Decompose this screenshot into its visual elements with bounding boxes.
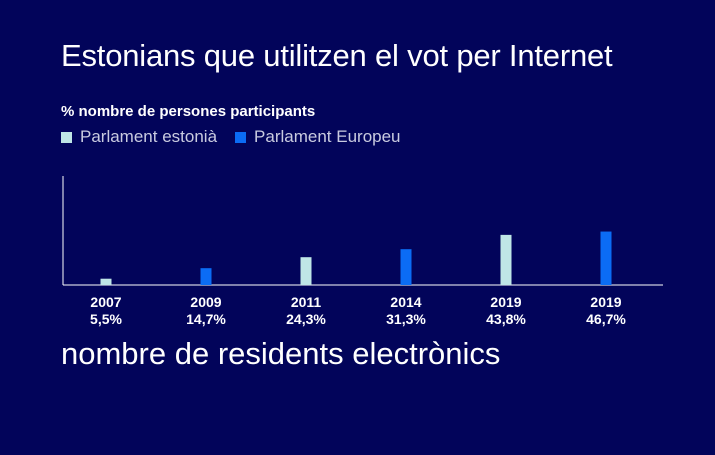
legend-item-european: Parlament Europeu xyxy=(235,127,401,147)
bar-4 xyxy=(500,234,512,285)
x-tick-label-1: 2009 xyxy=(190,294,221,310)
legend: Parlament estonià Parlament Europeu xyxy=(61,127,419,147)
x-tick-label-4: 2019 xyxy=(490,294,521,310)
value-label-0: 5,5% xyxy=(90,311,122,327)
value-label-2: 24,3% xyxy=(286,311,326,327)
bar-3 xyxy=(400,249,412,285)
value-label-3: 31,3% xyxy=(386,311,426,327)
bar-2 xyxy=(300,257,312,285)
chart-title: Estonians que utilitzen el vot per Inter… xyxy=(61,38,613,73)
bar-0 xyxy=(100,278,112,285)
legend-label-estonian: Parlament estonià xyxy=(80,127,218,146)
bar-1 xyxy=(200,268,212,285)
value-label-5: 46,7% xyxy=(586,311,626,327)
x-tick-label-2: 2011 xyxy=(291,294,322,310)
footer-title: nombre de residents electrònics xyxy=(61,336,501,371)
x-tick-label-3: 2014 xyxy=(390,294,421,310)
legend-swatch-european xyxy=(235,131,247,143)
x-tick-label-5: 2019 xyxy=(590,294,621,310)
legend-label-european: Parlament Europeu xyxy=(254,127,401,146)
value-label-1: 14,7% xyxy=(186,311,226,327)
x-tick-label-0: 2007 xyxy=(90,294,121,310)
legend-swatch-estonian xyxy=(61,131,72,143)
value-label-4: 43,8% xyxy=(486,311,526,327)
bar-5 xyxy=(600,231,612,285)
chart-subtitle: % nombre de persones participants xyxy=(61,103,316,120)
legend-item-estonian: Parlament estonià xyxy=(61,127,217,147)
